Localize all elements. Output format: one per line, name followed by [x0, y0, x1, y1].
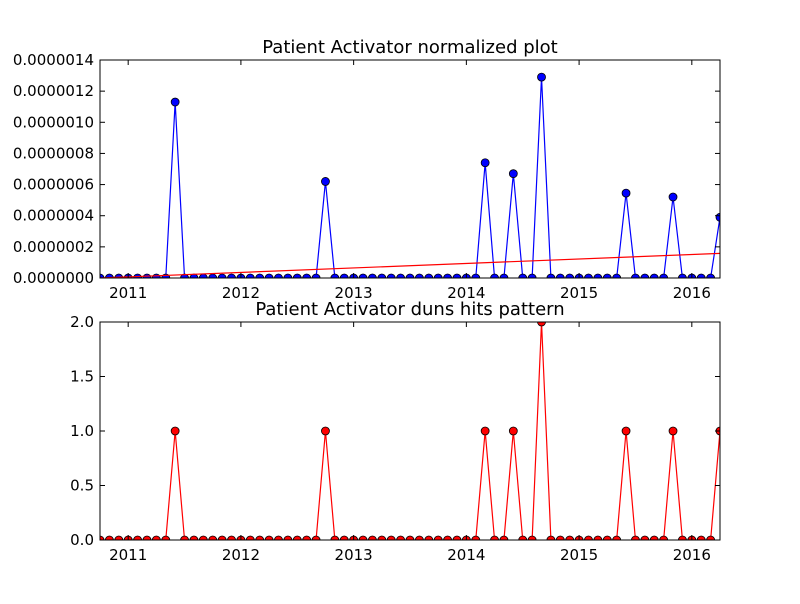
- data-point: [171, 427, 179, 435]
- y-tick-label: 1.5: [70, 368, 94, 386]
- y-tick-label: 0.0000014: [13, 51, 94, 69]
- data-point: [509, 170, 517, 178]
- y-tick-label: 0.0: [70, 531, 94, 549]
- data-point: [321, 177, 329, 185]
- data-point: [481, 427, 489, 435]
- chart-title: Patient Activator normalized plot: [262, 37, 557, 58]
- data-point: [622, 189, 630, 197]
- data-point: [171, 98, 179, 106]
- y-tick-label: 0.0000008: [13, 144, 94, 162]
- y-tick-label: 1.0: [70, 422, 94, 440]
- data-point: [622, 427, 630, 435]
- data-point: [538, 73, 546, 81]
- x-tick-label: 2016: [673, 284, 711, 302]
- data-point: [481, 159, 489, 167]
- y-tick-label: 0.0000002: [13, 238, 94, 256]
- y-tick-label: 0.5: [70, 477, 94, 495]
- x-tick-label: 2011: [109, 284, 147, 302]
- x-tick-label: 2015: [560, 546, 598, 564]
- x-tick-label: 2013: [335, 546, 373, 564]
- y-tick-label: 2.0: [70, 313, 94, 331]
- x-tick-label: 2012: [222, 546, 260, 564]
- x-tick-label: 2015: [560, 284, 598, 302]
- x-tick-label: 2011: [109, 546, 147, 564]
- y-tick-label: 0.0000010: [13, 113, 94, 131]
- y-tick-label: 0.0000000: [13, 269, 94, 287]
- data-point: [509, 427, 517, 435]
- y-tick-label: 0.0000012: [13, 82, 94, 100]
- data-point: [669, 427, 677, 435]
- data-point: [321, 427, 329, 435]
- x-tick-label: 2014: [447, 546, 485, 564]
- data-point: [669, 193, 677, 201]
- y-tick-label: 0.0000006: [13, 176, 94, 194]
- x-tick-label: 2012: [222, 284, 260, 302]
- chart-title: Patient Activator duns hits pattern: [255, 299, 564, 320]
- y-tick-label: 0.0000004: [13, 207, 94, 225]
- x-tick-label: 2016: [673, 546, 711, 564]
